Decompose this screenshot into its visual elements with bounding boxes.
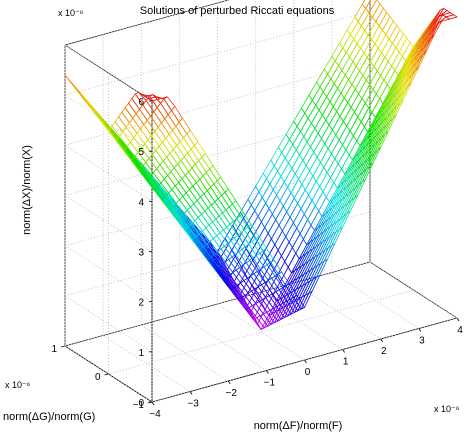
x-tick [380,338,384,343]
grid-line [179,314,267,371]
y-exponent-label: x 10⁻⁶ [5,380,31,390]
grid-line [369,261,458,319]
z-tick-label: 6 [138,97,144,108]
z-tick-label: 1 [138,348,144,359]
x-tick-label: 0 [305,367,311,378]
x-tick-label: −2 [226,388,238,399]
z-axis-label: norm(ΔX)/norm(X) [21,145,33,235]
x-tick [304,359,307,364]
surface-mesh [64,0,458,331]
z-tick-label: 0 [138,398,144,409]
surface-cell [361,0,372,10]
z-exponent-label: x 10⁻⁶ [58,8,84,18]
grid-line [64,94,153,152]
grid-line [217,303,305,361]
grid-lines [64,0,458,403]
z-tick-label: 5 [138,147,144,158]
x-tick [456,317,460,322]
x-tick-label: 3 [419,336,425,347]
y-tick [104,373,109,376]
chart-title: Solutions of perturbed Riccati equations [140,5,335,17]
y-tick-label: 1 [51,344,57,355]
grid-line [64,295,153,353]
x-tick [418,328,422,332]
z-tick-label: 4 [138,197,144,208]
grid-line [64,245,153,303]
y-tick [60,345,66,348]
x-tick [151,401,155,406]
x-tick-label: −4 [149,409,161,420]
z-tick-label: 3 [138,248,144,259]
y-tick-label: 0 [95,372,101,383]
y-tick-label: −1 [133,400,145,411]
x-tick-label: −3 [187,399,199,410]
x-exponent-label: x 10⁻⁶ [434,404,460,414]
x-tick-label: 1 [343,357,349,368]
grid-line [64,144,153,202]
x-tick-label: −1 [264,378,276,389]
grid-line [141,324,229,382]
surface-cell [445,14,458,20]
x-tick [227,380,231,385]
y-axis-label: norm(ΔG)/norm(G) [3,411,95,423]
x-tick-label: 2 [381,346,387,357]
x-tick-label: 4 [457,325,463,336]
x-tick [266,370,269,374]
x-tick [342,349,345,353]
x-tick [189,391,193,395]
z-tick-label: 2 [138,298,144,309]
x-axis-label: norm(ΔF)/norm(F) [254,420,343,432]
grid-line [255,293,343,350]
y-tick [147,401,153,404]
